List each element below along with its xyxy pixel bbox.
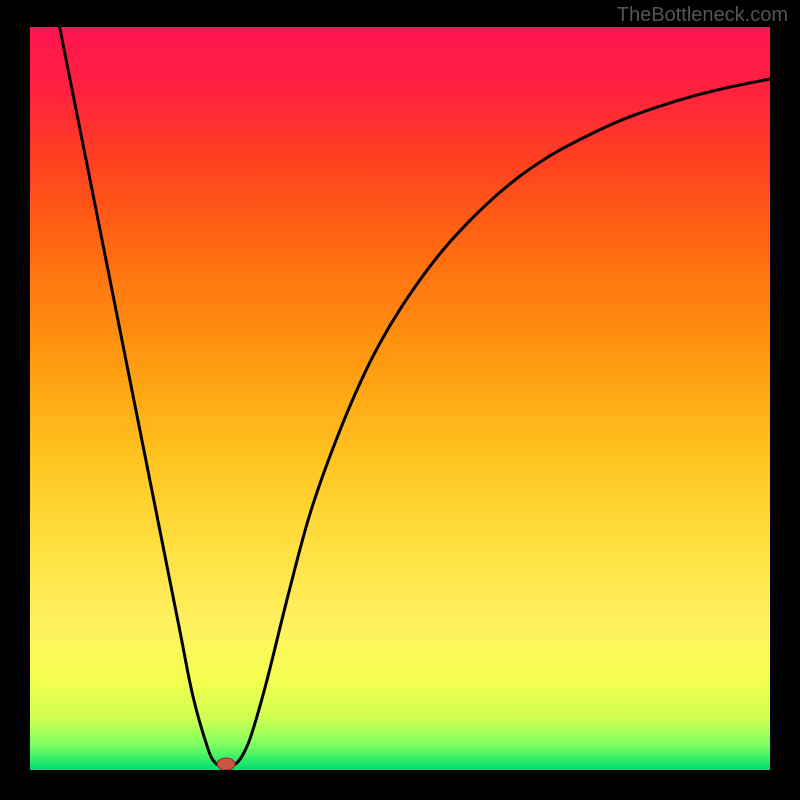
plot-area	[30, 27, 770, 770]
curve-path	[60, 27, 770, 767]
watermark-text: TheBottleneck.com	[617, 4, 788, 27]
minimum-marker	[217, 758, 235, 770]
bottleneck-curve	[30, 27, 770, 770]
